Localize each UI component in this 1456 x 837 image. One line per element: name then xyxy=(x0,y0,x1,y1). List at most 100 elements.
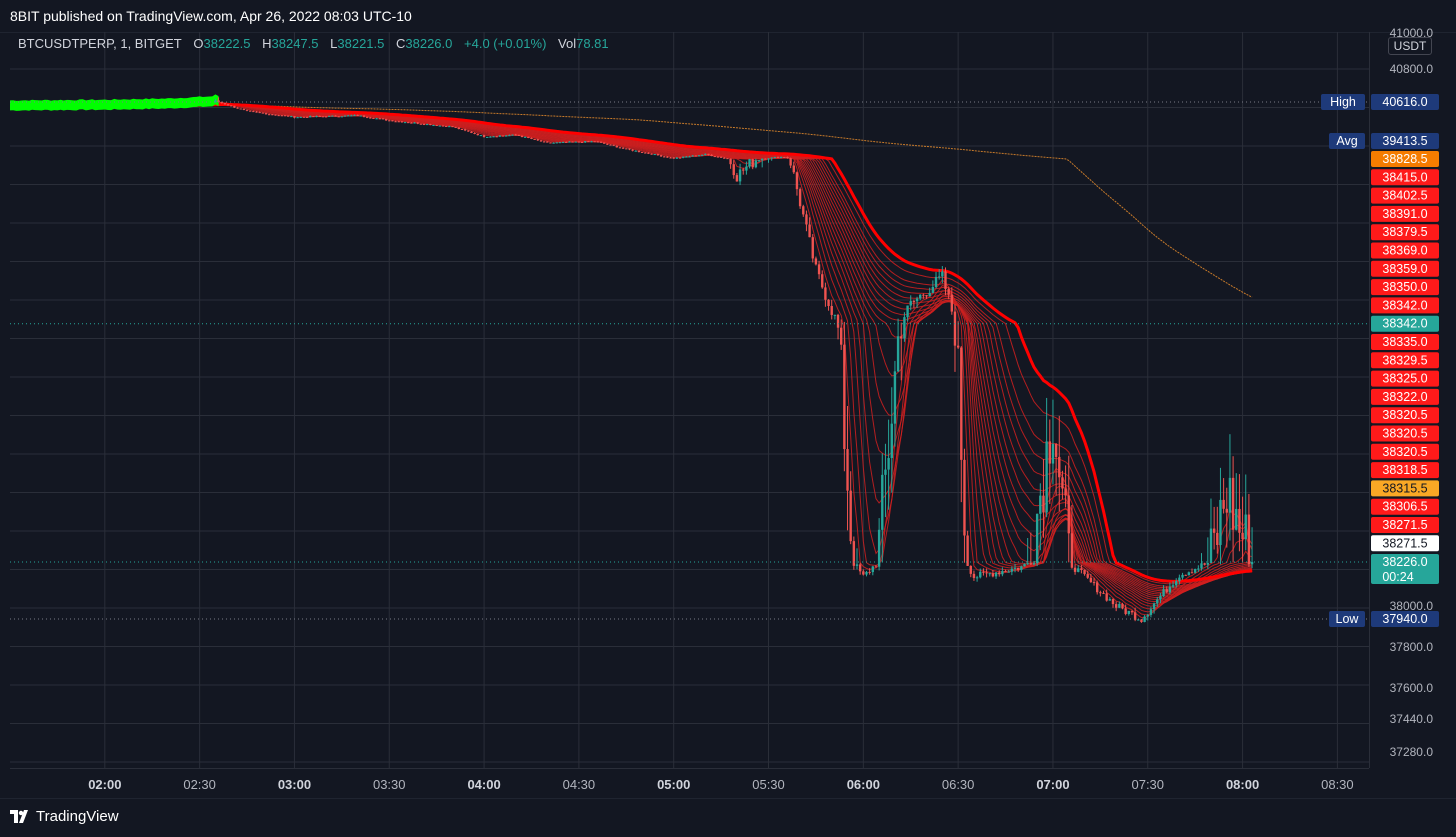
candle-body xyxy=(628,148,631,150)
candle-body xyxy=(909,301,912,306)
candle-body xyxy=(378,118,381,120)
candle-body xyxy=(1149,609,1153,615)
candle-body xyxy=(975,577,979,579)
candle-body xyxy=(606,143,609,145)
price-tick-5: 37440.0 xyxy=(1390,712,1434,726)
candle-body xyxy=(757,160,761,162)
high-value: 38247.5 xyxy=(271,36,319,51)
candle-body xyxy=(350,115,353,117)
candle-body xyxy=(1165,589,1168,593)
candle-body xyxy=(1064,488,1067,496)
candle-body xyxy=(786,157,789,159)
candle-body xyxy=(919,294,922,299)
price-label-tag-0: High xyxy=(1330,95,1356,109)
candle-body xyxy=(666,156,669,158)
candle-body xyxy=(599,141,603,143)
candle-body xyxy=(217,100,220,103)
candle-body xyxy=(1140,619,1143,623)
sma-200-line xyxy=(139,104,1253,298)
candle-body xyxy=(884,469,887,475)
candle-body xyxy=(849,490,852,542)
candle-body xyxy=(299,116,302,118)
ema-8 xyxy=(10,101,1253,616)
price-label-tag-25: Low xyxy=(1336,612,1360,626)
price-tick-6: 37280.0 xyxy=(1390,745,1434,759)
candle-body xyxy=(1231,477,1235,530)
candle-body xyxy=(931,286,935,293)
candle-body xyxy=(432,125,435,127)
candle-body xyxy=(963,459,966,536)
low-value: 38221.5 xyxy=(337,36,385,51)
candle-body xyxy=(862,571,865,575)
sma-line xyxy=(139,104,1253,298)
candle-body xyxy=(808,224,811,238)
price-label-value-13: 38329.5 xyxy=(1382,353,1427,367)
candle-body xyxy=(824,287,827,300)
candle-body xyxy=(922,294,925,296)
time-tick-7: 05:30 xyxy=(752,777,785,792)
candle-body xyxy=(697,155,701,157)
candle-body xyxy=(514,134,517,136)
price-label-value-2: 38828.5 xyxy=(1382,152,1427,166)
candle-body xyxy=(1203,563,1206,565)
candle-body xyxy=(653,154,656,156)
candle-body xyxy=(425,124,429,126)
price-label-bg-5 xyxy=(1371,205,1439,222)
candle-body xyxy=(334,115,337,117)
candle-body xyxy=(587,141,590,143)
candle-body xyxy=(710,154,713,157)
time-tick-3: 03:30 xyxy=(373,777,406,792)
publish-header: 8BIT published on TradingView.com, Apr 2… xyxy=(0,0,1456,33)
currency-button[interactable]: USDT xyxy=(1388,37,1432,55)
candle-body xyxy=(852,541,856,566)
candle-body xyxy=(716,156,720,158)
candle-body xyxy=(571,141,574,143)
candle-body xyxy=(745,166,748,171)
candle-body xyxy=(719,156,723,158)
candle-body xyxy=(444,125,448,127)
time-tick-10: 07:00 xyxy=(1036,777,1069,792)
candle-body xyxy=(704,153,707,155)
candle-body xyxy=(735,175,739,182)
price-label-bg-2 xyxy=(1371,151,1439,167)
candle-body xyxy=(773,157,777,159)
price-axis[interactable]: 41000.0 40800.0 38000.0 37800.0 37600.0 37440… xyxy=(1390,26,1434,759)
price-label-bg-10 xyxy=(1371,297,1439,314)
price-tick-0: 41000.0 xyxy=(1390,26,1434,40)
candle-body xyxy=(776,157,780,159)
price-label-bg-11 xyxy=(1371,315,1439,332)
price-label-value-12: 38335.0 xyxy=(1382,335,1427,349)
candle-body xyxy=(552,142,555,144)
candle-body xyxy=(340,116,344,118)
price-label-tag-bg-0 xyxy=(1321,94,1365,110)
candle-body xyxy=(969,565,972,574)
candle-body xyxy=(1124,608,1127,614)
candle-body xyxy=(223,103,227,105)
price-label-value-14: 38325.0 xyxy=(1382,372,1427,386)
time-axis[interactable]: 02:00 02:30 03:00 03:30 04:00 04:30 05:00 05:30… xyxy=(88,777,1353,792)
candle-body xyxy=(397,121,400,123)
tradingview-logo-icon[interactable] xyxy=(10,809,32,825)
candle-body xyxy=(1133,612,1137,620)
candle-body xyxy=(1244,514,1247,540)
candle-body xyxy=(830,305,833,315)
candle-body xyxy=(539,140,543,142)
candle-body xyxy=(947,289,950,295)
candle-body xyxy=(669,157,672,159)
candle-body xyxy=(486,136,489,138)
price-label-tag-bg-25 xyxy=(1329,611,1365,627)
candle-body xyxy=(261,112,265,114)
candle-body xyxy=(1137,619,1140,621)
tradingview-brand[interactable]: TradingView xyxy=(36,808,119,825)
time-tick-1: 02:30 xyxy=(183,777,216,792)
candle-body xyxy=(274,114,277,116)
price-label-bg-19 xyxy=(1371,462,1439,479)
price-labels: 40616.0 High 39413.5 Avg 38828.5 38415.0 38402… xyxy=(1321,94,1439,627)
candle-body xyxy=(463,129,467,131)
candle-body xyxy=(1168,586,1172,593)
candle-body xyxy=(1121,603,1124,609)
symbol-name[interactable]: BTCUSDTPERP, 1, BITGET xyxy=(18,36,182,51)
candle-body xyxy=(517,134,521,136)
